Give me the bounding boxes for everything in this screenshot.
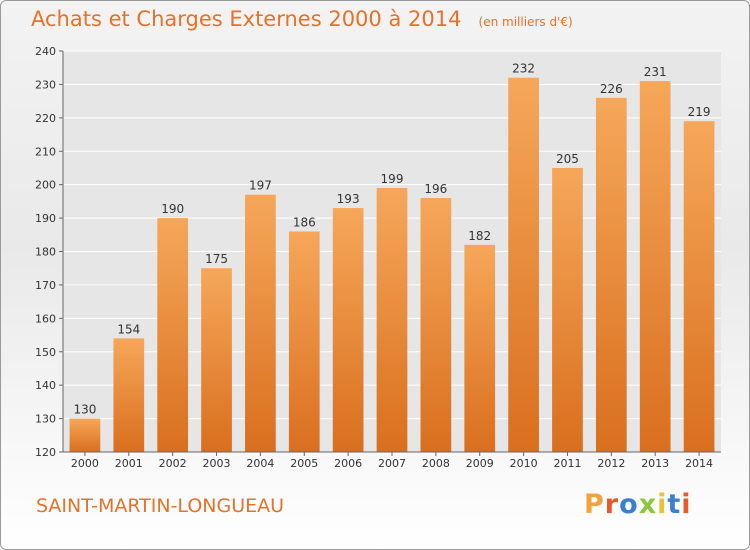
x-tick-label: 2011 xyxy=(553,457,581,470)
logo-letter: i xyxy=(657,489,668,520)
y-tick-label: 220 xyxy=(35,112,56,125)
axes: 120 130 140 150 160 170 180 190 200 210 220 230 240 2… xyxy=(35,45,721,470)
y-tick-label: 140 xyxy=(35,379,56,392)
logo-letter: o xyxy=(619,489,639,520)
data-label: 154 xyxy=(117,322,140,336)
data-label: 226 xyxy=(600,82,623,96)
bar xyxy=(376,188,408,452)
y-tick-label: 120 xyxy=(35,446,56,459)
logo-letter: t xyxy=(667,489,682,520)
data-label: 182 xyxy=(468,229,491,243)
y-tick-label: 150 xyxy=(35,346,56,359)
y-tick-label: 130 xyxy=(35,413,56,426)
y-tick-label: 210 xyxy=(35,145,56,158)
x-tick-label: 2009 xyxy=(466,457,494,470)
y-tick-label: 160 xyxy=(35,312,56,325)
bar xyxy=(508,77,539,452)
y-tick-label: 230 xyxy=(35,78,56,91)
bar xyxy=(595,97,627,453)
x-tick-label: 2005 xyxy=(290,457,318,470)
bar xyxy=(245,194,276,453)
data-label: 186 xyxy=(293,215,316,229)
y-tick-label: 240 xyxy=(35,45,56,58)
data-label: 190 xyxy=(161,202,184,216)
logo-letter: i xyxy=(681,489,692,520)
bar xyxy=(464,244,496,452)
bar xyxy=(683,121,715,453)
y-tick-label: 180 xyxy=(35,246,56,259)
chart-title-row: Achats et Charges Externes 2000 à 2014 (… xyxy=(31,7,573,31)
x-tick-label: 2001 xyxy=(115,457,143,470)
x-tick-label: 2012 xyxy=(597,457,625,470)
data-label: 197 xyxy=(249,179,272,193)
bars: 130 154 190 175 197 186 193 199 196 182 232 205 226 2… xyxy=(69,62,715,453)
logo-letter: x xyxy=(638,489,658,520)
bar xyxy=(69,418,101,452)
x-tick-label: 2000 xyxy=(71,457,99,470)
data-label: 231 xyxy=(644,65,667,79)
bar xyxy=(201,268,232,452)
x-tick-label: 2003 xyxy=(203,457,231,470)
bar xyxy=(157,218,189,452)
data-label: 130 xyxy=(73,403,96,417)
bar xyxy=(113,338,145,452)
x-tick-label: 2006 xyxy=(334,457,362,470)
data-label: 193 xyxy=(337,192,360,206)
x-tick-label: 2013 xyxy=(641,457,669,470)
data-label: 196 xyxy=(424,182,447,196)
data-label: 232 xyxy=(512,62,535,76)
x-tick-label: 2010 xyxy=(510,457,538,470)
chart-unit: (en milliers d'€) xyxy=(478,15,573,29)
bar xyxy=(288,231,320,452)
commune-name: SAINT-MARTIN-LONGUEAU xyxy=(36,495,285,517)
y-tick-label: 170 xyxy=(35,279,56,292)
chart-title: Achats et Charges Externes 2000 à 2014 xyxy=(31,7,462,31)
data-label: 175 xyxy=(205,252,228,266)
bar xyxy=(639,81,671,452)
bar xyxy=(332,208,364,452)
x-tick-label: 2004 xyxy=(246,457,274,470)
x-tick-label: 2007 xyxy=(378,457,406,470)
proxiti-logo[interactable]: Proxiti xyxy=(584,489,692,520)
y-tick-label: 190 xyxy=(35,212,56,225)
logo-letter: P xyxy=(584,489,605,520)
data-label: 219 xyxy=(688,105,711,119)
x-tick-label: 2008 xyxy=(422,457,450,470)
data-label: 199 xyxy=(381,172,404,186)
data-label: 205 xyxy=(556,152,579,166)
x-tick-label: 2014 xyxy=(685,457,713,470)
logo-letter: r xyxy=(604,489,620,520)
x-tick-label: 2002 xyxy=(159,457,187,470)
bar xyxy=(420,198,452,452)
y-tick-label: 200 xyxy=(35,179,56,192)
bar xyxy=(552,167,583,453)
